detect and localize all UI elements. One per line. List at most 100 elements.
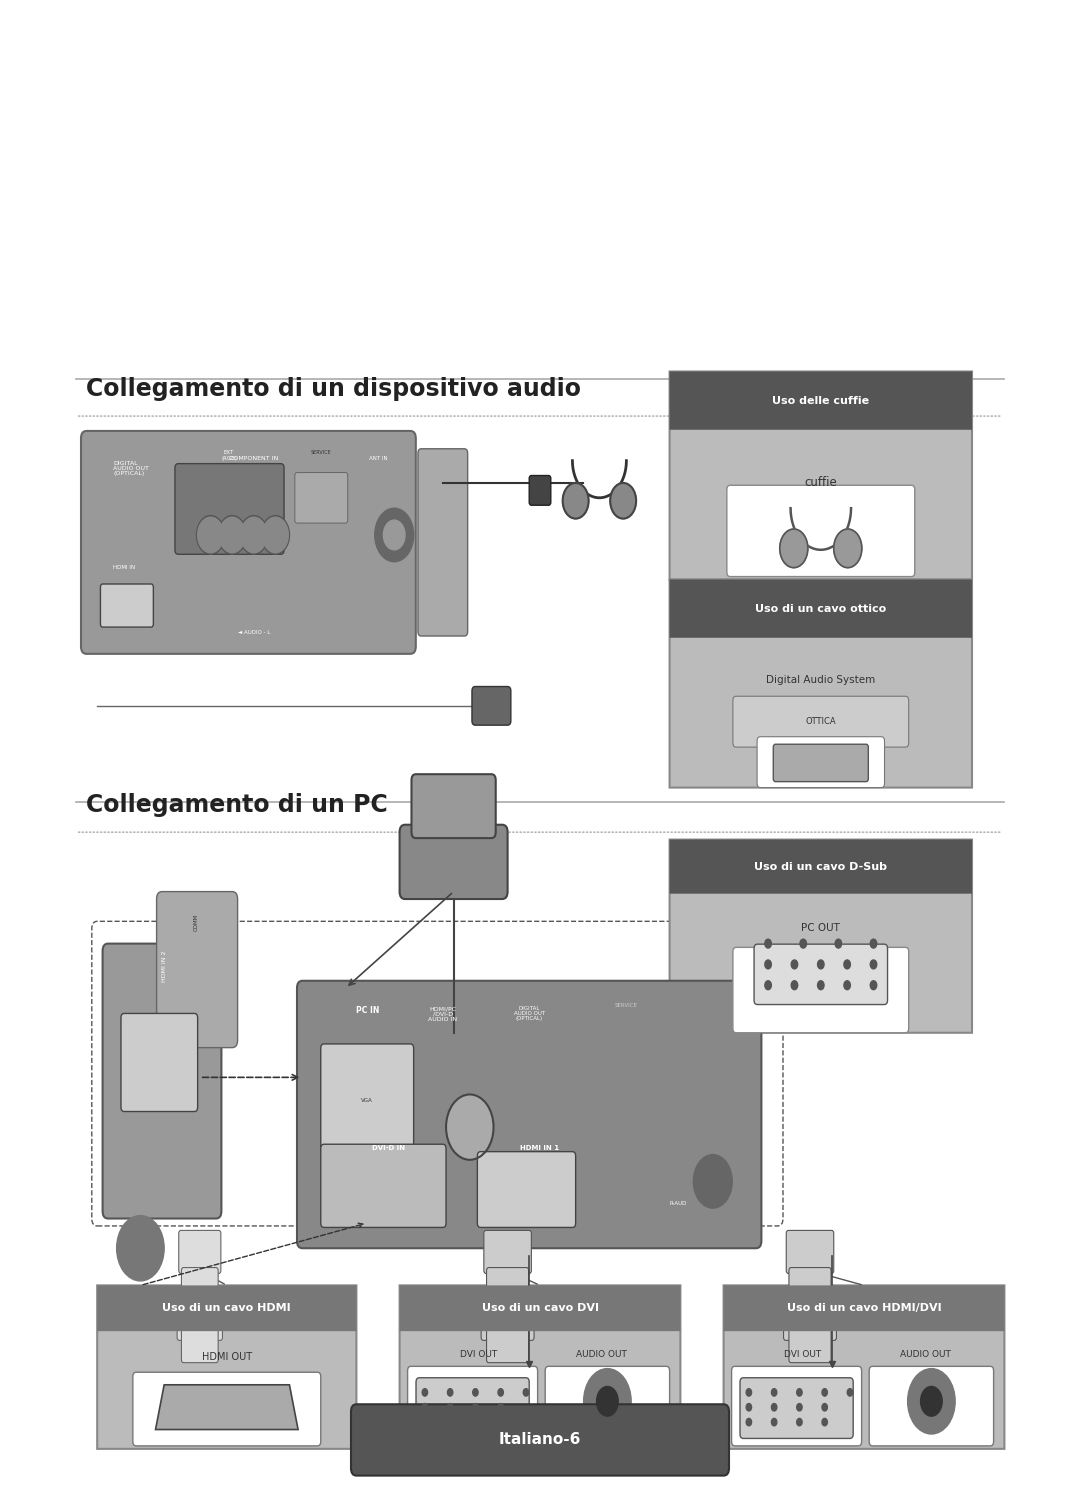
Circle shape [447,1418,453,1427]
Circle shape [422,1418,428,1427]
FancyBboxPatch shape [175,464,284,554]
Text: DIGITAL
AUDIO OUT
(OPTICAL): DIGITAL AUDIO OUT (OPTICAL) [514,1006,544,1021]
Text: COMPONENT IN: COMPONENT IN [229,456,279,461]
Circle shape [219,517,245,553]
FancyBboxPatch shape [297,981,761,1248]
Text: Uso di un cavo HDMI: Uso di un cavo HDMI [162,1303,292,1314]
Text: PC OUT: PC OUT [801,923,840,933]
Circle shape [765,939,771,948]
Text: HDMI IN: HDMI IN [113,565,135,569]
Text: COMM: COMM [194,914,199,932]
Circle shape [610,483,636,519]
Text: ANT IN: ANT IN [368,456,388,461]
Circle shape [765,981,771,990]
Circle shape [792,960,798,969]
Circle shape [792,981,798,990]
Polygon shape [156,1385,298,1430]
Text: HDMI OUT: HDMI OUT [202,1352,252,1363]
Circle shape [780,529,808,568]
FancyBboxPatch shape [484,1230,531,1274]
FancyBboxPatch shape [97,1285,356,1449]
Circle shape [771,1388,777,1397]
FancyBboxPatch shape [181,1268,218,1303]
Text: Italiano-6: Italiano-6 [499,1433,581,1447]
Circle shape [870,960,877,969]
Circle shape [870,939,877,948]
Text: Digital Audio System: Digital Audio System [766,675,876,685]
Circle shape [822,1403,827,1412]
Text: HDMI IN 1: HDMI IN 1 [521,1144,559,1150]
Text: HDMI IN 2: HDMI IN 2 [162,950,167,982]
Text: EXT
(RGB): EXT (RGB) [221,450,237,461]
FancyBboxPatch shape [486,1324,529,1363]
FancyBboxPatch shape [400,825,508,899]
FancyBboxPatch shape [407,1366,538,1446]
Circle shape [870,981,877,990]
FancyBboxPatch shape [869,1366,994,1446]
Text: AUDIO OUT: AUDIO OUT [901,1351,951,1360]
FancyBboxPatch shape [178,1230,220,1274]
Circle shape [797,1418,802,1427]
FancyBboxPatch shape [400,1285,680,1449]
FancyBboxPatch shape [81,431,416,654]
Circle shape [797,1388,802,1397]
FancyBboxPatch shape [321,1144,446,1227]
Text: Collegamento di un dispositivo audio: Collegamento di un dispositivo audio [86,377,581,401]
FancyBboxPatch shape [529,476,551,505]
Text: DIGITAL
AUDIO OUT
(OPTICAL): DIGITAL AUDIO OUT (OPTICAL) [113,461,149,477]
FancyBboxPatch shape [177,1297,222,1340]
FancyBboxPatch shape [740,1378,853,1438]
Circle shape [583,1369,631,1434]
FancyBboxPatch shape [295,473,348,523]
Circle shape [765,960,771,969]
Text: Uso di un cavo ottico: Uso di un cavo ottico [755,603,887,614]
Circle shape [473,1403,478,1412]
Circle shape [498,1403,503,1412]
FancyBboxPatch shape [670,372,972,580]
Circle shape [800,939,807,948]
FancyBboxPatch shape [103,944,221,1219]
FancyBboxPatch shape [486,1268,529,1303]
Circle shape [117,1216,164,1281]
Circle shape [907,1369,955,1434]
Text: HDMI/PC
/DVI-D
AUDIO IN: HDMI/PC /DVI-D AUDIO IN [429,1006,457,1022]
Circle shape [498,1388,503,1397]
Text: VGA: VGA [362,1098,373,1103]
FancyBboxPatch shape [351,1404,729,1476]
FancyBboxPatch shape [670,580,972,637]
Circle shape [198,517,224,553]
FancyBboxPatch shape [477,1152,576,1227]
Circle shape [261,516,289,554]
Text: ◄ AUDIO - L: ◄ AUDIO - L [238,630,270,635]
FancyBboxPatch shape [411,774,496,838]
Circle shape [834,529,862,568]
Circle shape [473,1418,478,1427]
Circle shape [375,508,414,562]
Circle shape [818,960,824,969]
FancyBboxPatch shape [786,1230,834,1274]
Text: Uso di un cavo HDMI/DVI: Uso di un cavo HDMI/DVI [786,1303,942,1314]
Circle shape [240,516,268,554]
FancyBboxPatch shape [670,840,972,1033]
FancyBboxPatch shape [670,580,972,788]
Circle shape [843,960,850,969]
Text: Uso di un cavo D-Sub: Uso di un cavo D-Sub [754,862,888,872]
FancyBboxPatch shape [670,840,972,893]
Circle shape [218,516,246,554]
Circle shape [563,483,589,519]
FancyBboxPatch shape [121,1013,198,1112]
FancyBboxPatch shape [481,1290,534,1340]
Circle shape [447,1388,453,1397]
FancyBboxPatch shape [784,1290,837,1340]
Text: DVI OUT: DVI OUT [784,1351,821,1360]
FancyBboxPatch shape [724,1285,1004,1331]
FancyBboxPatch shape [757,737,885,788]
Circle shape [197,516,225,554]
Circle shape [262,517,288,553]
Circle shape [746,1403,752,1412]
Circle shape [446,1094,494,1159]
FancyBboxPatch shape [733,948,908,1033]
Circle shape [771,1418,777,1427]
FancyBboxPatch shape [472,687,511,725]
FancyBboxPatch shape [181,1327,218,1363]
